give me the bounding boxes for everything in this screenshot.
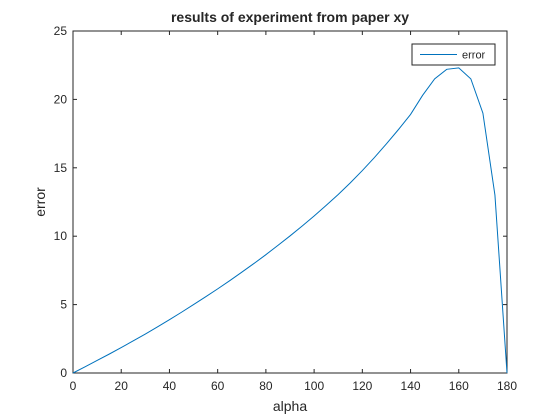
x-tick-label: 180 [497, 379, 517, 393]
x-tick-label: 80 [259, 379, 273, 393]
x-tick-label: 40 [163, 379, 177, 393]
y-tick-label: 25 [54, 24, 68, 38]
y-tick-label: 5 [60, 298, 67, 312]
plot-area: 0 20 40 60 80 100 120 140 160 180 0 5 10 15 20 25 [54, 24, 518, 393]
y-tick-label: 10 [54, 229, 68, 243]
x-axis-label: alpha [273, 398, 307, 414]
axes-box [72, 30, 508, 374]
y-tick-label: 20 [54, 92, 68, 106]
y-tick-label: 0 [60, 366, 67, 380]
x-tick-label: 60 [211, 379, 225, 393]
legend: error [411, 43, 496, 66]
x-tick-label: 0 [70, 379, 77, 393]
x-tick-label: 20 [115, 379, 129, 393]
x-tick-label: 160 [449, 379, 469, 393]
chart-title: results of experiment from paper xy [171, 9, 409, 25]
legend-label: error [462, 50, 486, 62]
x-tick-label: 100 [304, 379, 324, 393]
y-axis-label: error [32, 187, 48, 217]
series-line-error [72, 67, 508, 374]
x-tick-label: 140 [401, 379, 421, 393]
x-tick-label: 120 [352, 379, 372, 393]
y-tick-label: 15 [54, 161, 68, 175]
